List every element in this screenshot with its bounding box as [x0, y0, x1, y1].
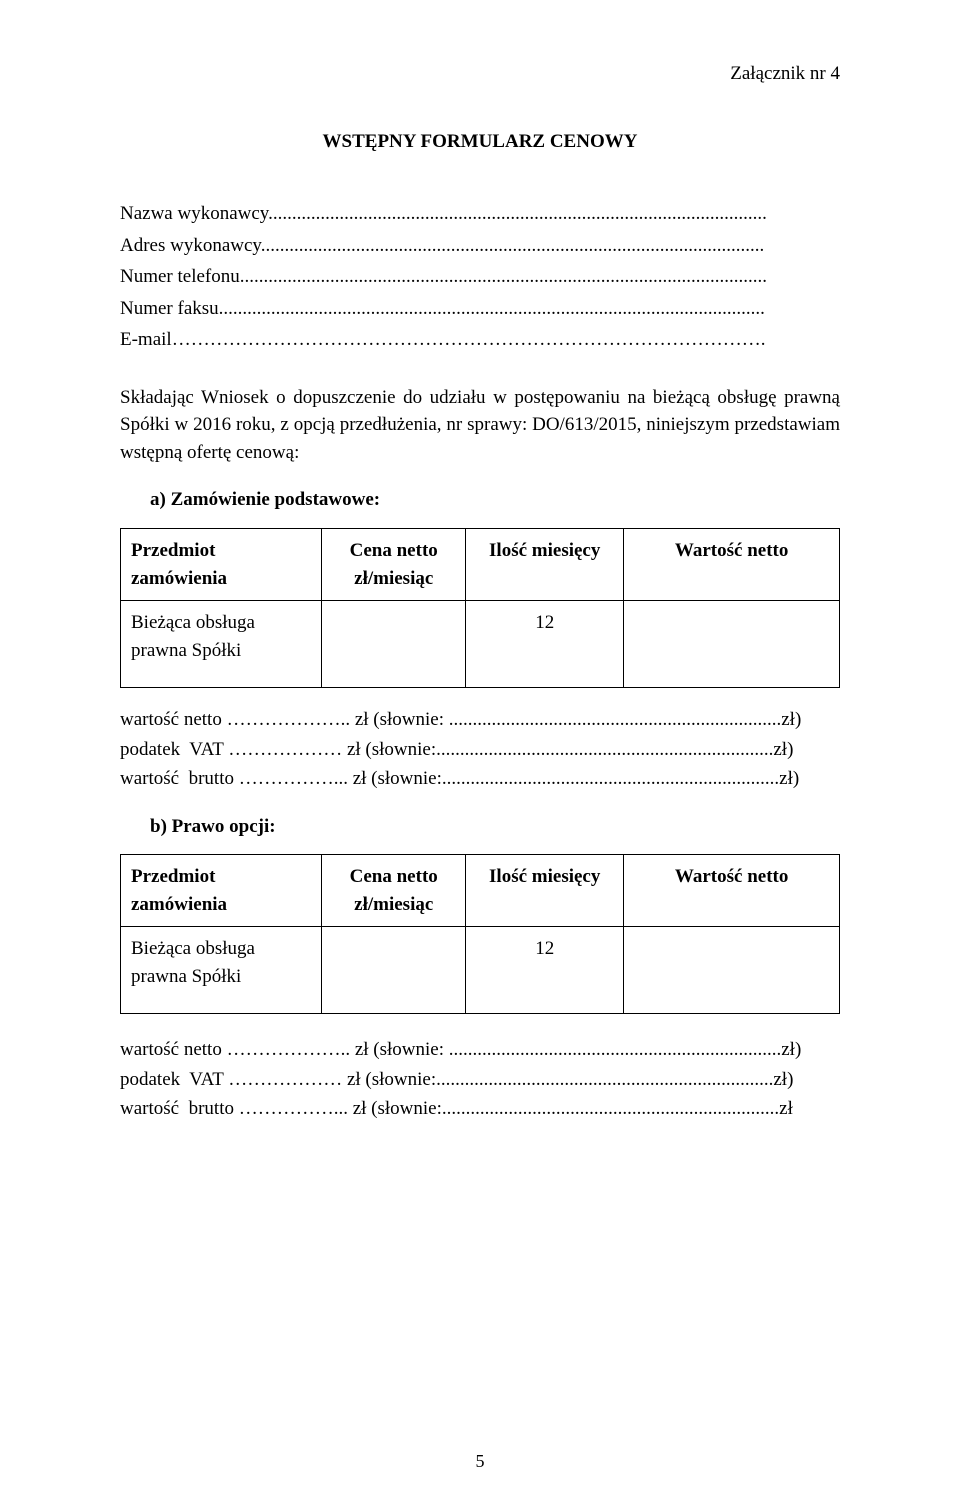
table-a: Przedmiot zamówienia Cena netto zł/miesi…: [120, 528, 840, 688]
th-months: Ilość miesięcy: [466, 529, 624, 601]
table-row: Bieżąca obsługa prawna Spółki 12: [121, 927, 840, 1014]
sum-a-brutto: wartość brutto ……………... zł (słownie:....…: [120, 765, 840, 793]
th-price: Cena netto zł/miesiąc: [322, 855, 466, 927]
intro-paragraph: Składając Wniosek o dopuszczenie do udzi…: [120, 384, 840, 467]
field-telefon: Numer telefonu..........................…: [120, 263, 840, 291]
sum-b-vat: podatek VAT ……………… zł (słownie:.........…: [120, 1066, 840, 1094]
table-header-row: Przedmiot zamówienia Cena netto zł/miesi…: [121, 855, 840, 927]
table-header-row: Przedmiot zamówienia Cena netto zł/miesi…: [121, 529, 840, 601]
td-value: [624, 601, 840, 688]
td-value: [624, 927, 840, 1014]
td-months: 12: [466, 927, 624, 1014]
form-title: WSTĘPNY FORMULARZ CENOWY: [120, 128, 840, 156]
field-nazwa: Nazwa wykonawcy.........................…: [120, 200, 840, 228]
td-months: 12: [466, 601, 624, 688]
field-faks: Numer faksu.............................…: [120, 295, 840, 323]
td-subject: Bieżąca obsługa prawna Spółki: [121, 601, 322, 688]
th-value: Wartość netto: [624, 855, 840, 927]
sums-b: wartość netto ……………….. zł (słownie: ....…: [120, 1036, 840, 1123]
td-price: [322, 927, 466, 1014]
sum-b-netto: wartość netto ……………….. zł (słownie: ....…: [120, 1036, 840, 1064]
th-value: Wartość netto: [624, 529, 840, 601]
attachment-label: Załącznik nr 4: [120, 60, 840, 88]
sums-a: wartość netto ……………….. zł (słownie: ....…: [120, 706, 840, 793]
field-adres: Adres wykonawcy.........................…: [120, 232, 840, 260]
field-email: E-mail………………………………………………………………………………….: [120, 326, 840, 354]
th-price: Cena netto zł/miesiąc: [322, 529, 466, 601]
page: Załącznik nr 4 WSTĘPNY FORMULARZ CENOWY …: [0, 0, 960, 1502]
th-subject: Przedmiot zamówienia: [121, 529, 322, 601]
section-b-label: b) Prawo opcji:: [150, 813, 840, 841]
td-price: [322, 601, 466, 688]
th-months: Ilość miesięcy: [466, 855, 624, 927]
sum-b-brutto: wartość brutto ……………... zł (słownie:....…: [120, 1095, 840, 1123]
section-a-label: a) Zamówienie podstawowe:: [150, 486, 840, 514]
td-subject: Bieżąca obsługa prawna Spółki: [121, 927, 322, 1014]
page-number: 5: [0, 1448, 960, 1474]
sum-a-vat: podatek VAT ……………… zł (słownie:.........…: [120, 736, 840, 764]
table-b: Przedmiot zamówienia Cena netto zł/miesi…: [120, 854, 840, 1014]
th-subject: Przedmiot zamówienia: [121, 855, 322, 927]
sum-a-netto: wartość netto ……………….. zł (słownie: ....…: [120, 706, 840, 734]
table-row: Bieżąca obsługa prawna Spółki 12: [121, 601, 840, 688]
